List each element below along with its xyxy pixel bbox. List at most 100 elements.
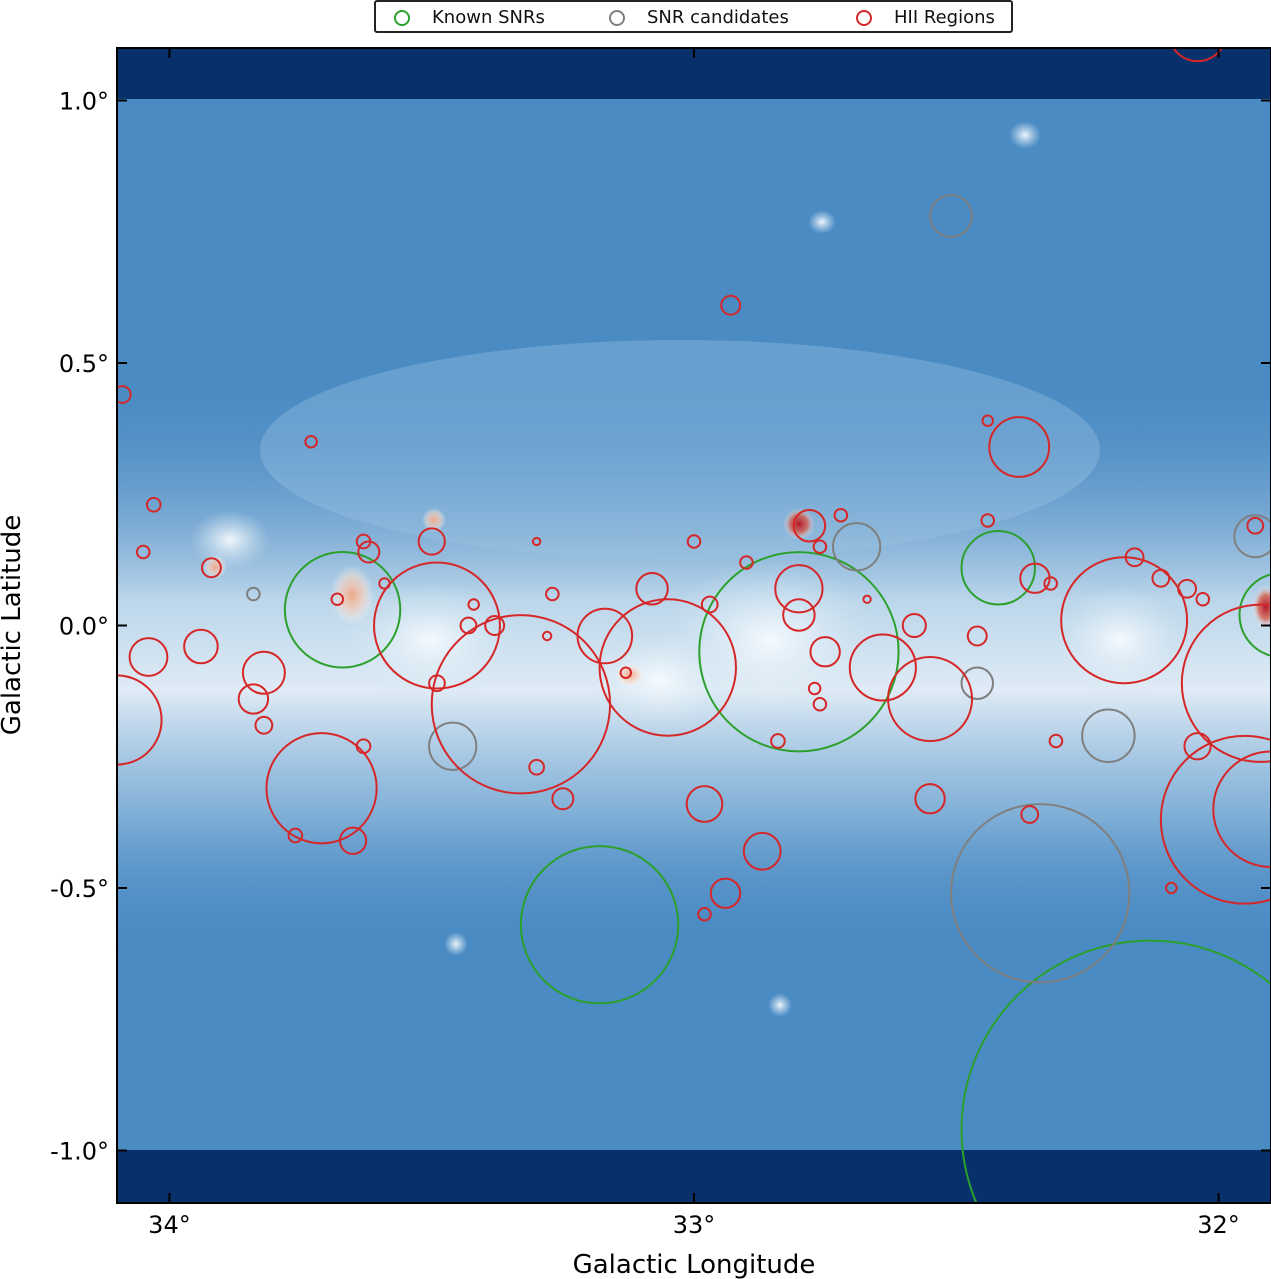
hii-regions-circle — [1172, 48, 1223, 63]
diffuse-emission — [260, 340, 1100, 560]
x-axis-label: Galactic Longitude — [573, 1250, 816, 1279]
hii-regions-circle — [914, 783, 946, 815]
hii-regions-circle — [117, 385, 132, 404]
hii-regions-circle — [709, 877, 742, 909]
hii-regions-circle — [1124, 547, 1145, 568]
hii-regions-circle — [467, 598, 480, 611]
plot-area — [117, 48, 1271, 1203]
hii-regions-circle — [338, 826, 368, 855]
hii-regions-circle — [183, 628, 219, 665]
snr-candidates-circle — [1233, 514, 1271, 559]
hii-regions-circle — [484, 615, 506, 636]
legend-marker-hii-regions — [856, 9, 872, 26]
hot-emission — [783, 508, 815, 540]
hii-regions-circle — [770, 733, 786, 749]
hii-regions-circle — [541, 630, 553, 642]
warm-emission — [422, 508, 446, 532]
legend-label-snr-candidates: SNR candidates — [647, 7, 789, 28]
hii-regions-circle — [812, 696, 828, 712]
diffuse-emission — [1050, 585, 1190, 695]
hii-regions-circle — [1165, 881, 1178, 895]
y-tick-label: -0.5° — [50, 875, 109, 903]
legend-label-hii-regions: HII Regions — [894, 7, 995, 28]
hii-regions-circle — [782, 598, 816, 632]
hii-regions-circle — [619, 666, 633, 679]
hii-regions-circle — [417, 527, 446, 556]
hii-regions-circle — [459, 616, 478, 635]
known-snrs-circle — [1238, 573, 1271, 657]
snr-candidates-circle — [428, 721, 478, 771]
region-circles — [117, 48, 1271, 1203]
hii-regions-circle — [697, 906, 712, 922]
y-tick-label: 0.5° — [59, 350, 109, 378]
hii-regions-circle — [1060, 556, 1189, 685]
hii-regions-circle — [1212, 750, 1271, 868]
hii-regions-circle — [304, 434, 318, 449]
hii-regions-circle — [1246, 516, 1265, 535]
known-snrs-circle — [698, 551, 900, 753]
legend-marker-snr-candidates — [609, 9, 625, 26]
known-snrs-circle — [960, 530, 1036, 606]
hii-regions-circle — [720, 294, 742, 316]
hii-regions-circle — [686, 534, 702, 549]
hii-regions-circle — [1180, 603, 1271, 763]
axis-ticks: 34° 33° 32° 1.0° 0.5° 0.0° -0.5° -1.0° — [50, 48, 1271, 1239]
diffuse-emission — [768, 993, 792, 1017]
hii-regions-circle — [774, 564, 824, 614]
hii-regions-circle — [1048, 733, 1064, 749]
diffuse-emission — [190, 510, 270, 570]
hii-regions-circle — [807, 681, 822, 696]
diffuse-emission — [590, 630, 730, 730]
hii-regions-circle — [287, 827, 304, 844]
legend-item-hii-regions: HII Regions — [856, 7, 995, 28]
hii-regions-circle — [135, 544, 151, 560]
hii-regions-circle — [355, 738, 372, 755]
hii-regions-circle — [966, 625, 988, 647]
hii-regions-circle — [576, 607, 634, 665]
snr-candidates-circle — [832, 522, 882, 572]
snr-candidates-circle — [950, 803, 1131, 984]
hii-regions-circle — [981, 414, 994, 427]
hii-regions-circle — [145, 496, 162, 513]
y-tick-label: 1.0° — [59, 88, 109, 116]
hii-regions-circle — [685, 785, 724, 823]
y-axis-label: Galactic Latitude — [0, 515, 27, 736]
hii-regions-circle — [988, 416, 1051, 478]
hii-regions-circle — [739, 555, 754, 570]
hii-regions-circle — [265, 732, 378, 845]
hii-regions-circle — [237, 683, 270, 715]
legend-item-snr-candidates: SNR candidates — [609, 7, 789, 28]
hii-regions-circle — [551, 787, 575, 811]
hii-regions-circle — [901, 612, 927, 639]
legend-label-known-snrs: Known SNRs — [432, 7, 545, 28]
hii-regions-circle — [700, 595, 719, 614]
hii-regions-circle — [254, 715, 274, 735]
known-snrs-circle — [283, 551, 402, 669]
legend-item-known-snrs: Known SNRs — [394, 7, 545, 28]
hii-regions-circle — [812, 539, 828, 555]
hii-regions-circle — [848, 633, 917, 702]
hii-regions-circle — [545, 586, 560, 602]
hii-regions-circle — [1159, 734, 1271, 905]
x-tick-label: 33° — [673, 1211, 716, 1239]
hii-regions-circle — [1183, 732, 1212, 761]
hii-regions-circle — [980, 513, 996, 528]
diffuse-emission — [444, 932, 468, 956]
hii-regions-circle — [1151, 568, 1171, 588]
hii-regions-circle — [128, 637, 169, 677]
y-tick-label: 0.0° — [59, 613, 109, 641]
hii-regions-circle — [241, 650, 286, 695]
hii-regions-circle — [200, 557, 222, 579]
snr-candidates-circle — [929, 194, 974, 238]
known-snrs-circle — [960, 939, 1271, 1203]
legend-marker-known-snrs — [394, 9, 410, 26]
hot-emission — [1252, 585, 1271, 629]
x-tick-label: 34° — [148, 1211, 191, 1239]
snr-candidates-circle — [246, 586, 261, 602]
hii-regions-circle — [531, 536, 542, 547]
hii-regions-circle — [598, 598, 737, 737]
legend: Known SNRs SNR candidates HII Regions — [374, 0, 1013, 33]
hii-regions-circle — [887, 656, 974, 742]
hii-regions-circle — [117, 674, 163, 766]
